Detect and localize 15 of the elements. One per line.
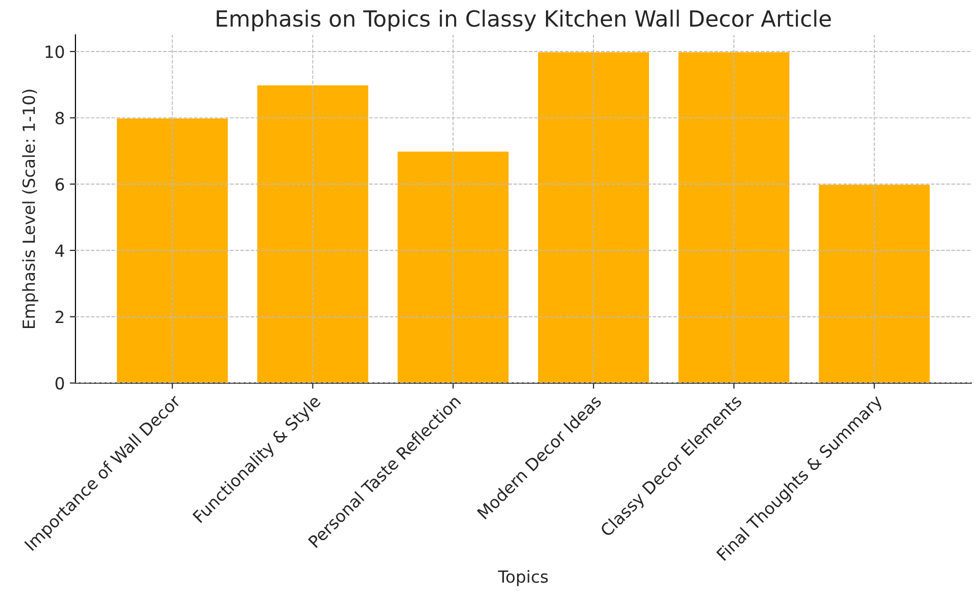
y-tick-label: 4 (55, 244, 64, 257)
bar (536, 50, 650, 384)
x-axis-title: Topics (498, 570, 548, 586)
chart-title: Emphasis on Topics in Classy Kitchen Wall Decor Article (216, 10, 831, 32)
y-tick-label: 0 (56, 376, 64, 390)
bar (817, 183, 932, 384)
bar (677, 50, 791, 384)
y-tick-label: 8 (56, 112, 64, 124)
bar (256, 84, 370, 384)
y-tick-label: 2 (56, 310, 64, 324)
bar (396, 150, 510, 384)
y-tick-label: 10 (46, 45, 64, 58)
y-tick-label: 6 (56, 178, 64, 191)
y-axis-title: Emphasis Level (Scale: 1-10) (22, 90, 38, 328)
bar (115, 117, 230, 384)
